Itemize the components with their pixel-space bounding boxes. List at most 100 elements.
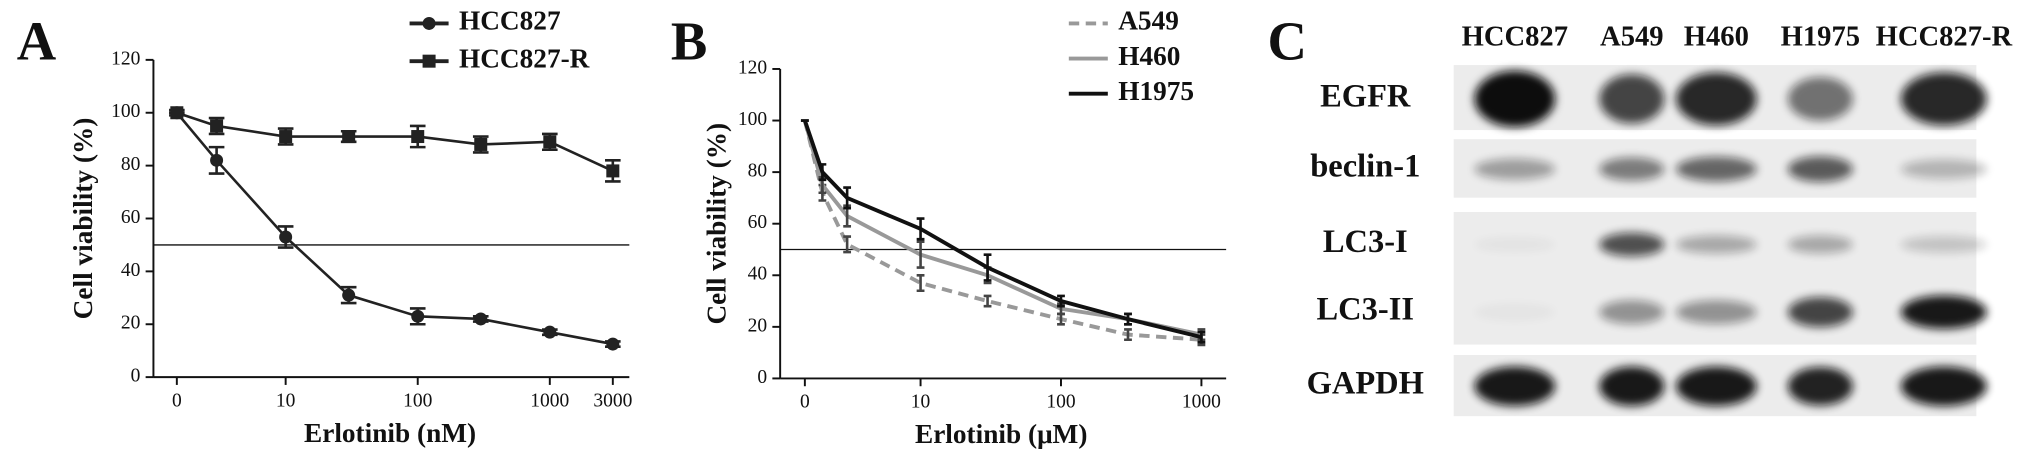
error-bar [983,253,992,282]
protein-label: GAPDH [1307,366,1424,402]
band [1474,158,1556,180]
x-axis-title: Erlotinib (μM) [915,419,1087,449]
y-tick-label: 0 [757,367,767,388]
band [1787,366,1853,406]
band [1599,74,1665,124]
x-tick-label: 10 [276,390,296,411]
point [474,312,488,326]
band [1787,156,1853,182]
band [1599,232,1665,257]
legend-marker [422,54,436,68]
protein-label: LC3-II [1317,292,1415,328]
y-axis-title: Cell viability (%) [68,118,98,320]
lane-label: H1975 [1781,22,1860,53]
point [543,325,557,339]
panel-label: C [1268,10,1307,71]
error-bar [843,235,852,254]
series-line [175,111,614,346]
point [606,337,620,351]
band [1900,159,1987,179]
band [1474,237,1556,252]
lane-label: HCC827 [1462,22,1568,53]
point [342,288,356,302]
y-tick-label: 60 [121,207,141,228]
y-tick-label: 100 [111,101,140,122]
error-bar [1197,330,1206,344]
band [1676,156,1757,182]
panel-label: A [17,10,57,71]
x-tick-label: 3000 [593,390,632,411]
series-line [802,120,1202,337]
lane-label: A549 [1600,22,1664,53]
x-tick-label: 0 [172,390,182,411]
error-bar [1057,294,1065,308]
band [1599,300,1665,325]
band [1676,235,1757,254]
legend-label: HCC827-R [459,43,590,73]
point [543,135,557,149]
legend-label: H460 [1118,41,1180,71]
y-tick-label: 20 [748,315,768,336]
y-tick-label: 40 [121,260,141,281]
error-bar [983,294,992,308]
band [1676,72,1757,126]
point [279,230,293,244]
y-axis-title: Cell viability (%) [701,123,731,325]
legend-label: H1975 [1118,76,1194,106]
band [1599,157,1665,181]
band [1474,366,1556,407]
x-tick-label: 100 [1046,392,1075,413]
series-line [803,119,1202,340]
band [1900,366,1987,407]
y-tick-label: 120 [738,57,767,78]
protein-label: beclin-1 [1310,149,1420,185]
x-tick-label: 1000 [1182,392,1221,413]
y-tick-label: 100 [738,109,767,130]
band [1900,236,1987,253]
lane-label: H460 [1684,22,1749,53]
legend-label: A549 [1118,6,1179,36]
lane-label: HCC827-R [1876,22,2013,53]
panel-label: B [671,10,707,71]
point [606,164,620,178]
y-tick-label: 120 [111,48,140,69]
protein-label: LC3-I [1323,224,1408,260]
error-bar [1124,328,1132,342]
point [210,153,224,167]
point [474,137,488,151]
point [210,119,224,133]
error-bar [916,240,925,269]
series-line [802,120,1202,342]
error-bar [843,186,852,210]
band [1900,295,1987,329]
y-tick-label: 20 [121,313,141,334]
band [1474,70,1556,127]
point [342,130,356,144]
x-axis-title: Erlotinib (nM) [304,418,476,448]
y-tick-label: 80 [748,161,768,182]
legend-label: HCC827 [459,6,561,36]
band [1787,297,1853,328]
band [1787,77,1853,121]
point [411,130,425,144]
band [1787,235,1853,254]
band [1676,300,1757,325]
error-bar [1124,312,1132,326]
point [279,130,293,144]
error-bar [916,217,925,241]
y-tick-label: 0 [131,366,141,387]
legend-marker [422,16,436,30]
band [1599,366,1665,407]
error-bar [818,163,827,182]
band [1474,303,1555,321]
point [411,309,425,323]
x-tick-label: 100 [403,390,432,411]
blot-membrane [1453,211,1977,345]
protein-label: EGFR [1320,78,1411,114]
band [1900,72,1987,126]
point [170,106,184,120]
y-tick-label: 60 [748,212,768,233]
x-tick-label: 1000 [530,390,569,411]
band [1676,366,1757,407]
